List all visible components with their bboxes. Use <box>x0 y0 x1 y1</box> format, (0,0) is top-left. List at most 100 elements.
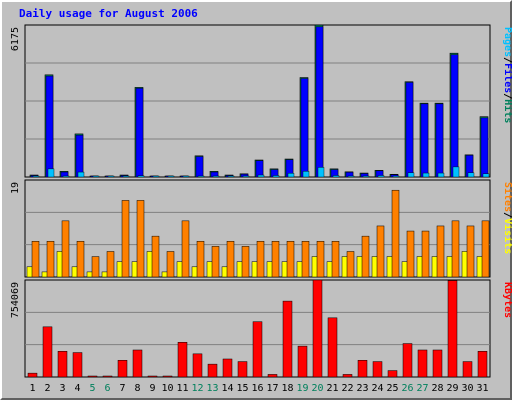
bar-files-day-16 <box>255 160 264 178</box>
bar-sites-day-7 <box>121 200 130 278</box>
bar-pages-day-16 <box>257 174 265 178</box>
bar-kbytes-day-2 <box>42 326 53 378</box>
bar-pages-day-27 <box>422 172 430 178</box>
bar-pages-day-31 <box>482 173 490 178</box>
bar-files-day-31 <box>480 117 489 178</box>
x-tick-label: 9 <box>149 383 155 394</box>
bar-files-day-2 <box>45 75 54 178</box>
legend-entry: Sites <box>502 182 512 212</box>
bar-kbytes-day-22 <box>342 374 353 378</box>
bar-files-day-27 <box>420 103 429 178</box>
bar-sites-day-11 <box>181 220 190 278</box>
bar-kbytes-day-31 <box>477 351 488 378</box>
bar-kbytes-day-24 <box>372 361 383 378</box>
bar-pages-day-7 <box>122 175 130 178</box>
x-tick-label: 16 <box>251 383 263 394</box>
x-tick-label: 24 <box>371 383 383 394</box>
bar-pages-day-10 <box>167 175 175 178</box>
x-tick-label: 5 <box>89 383 95 394</box>
bar-pages-day-14 <box>227 175 235 178</box>
x-tick-label: 30 <box>461 383 473 394</box>
bar-sites-day-17 <box>271 241 280 278</box>
bar-files-day-4 <box>75 134 84 178</box>
bar-sites-day-26 <box>406 230 415 278</box>
bar-kbytes-day-15 <box>237 361 248 378</box>
bar-pages-day-23 <box>362 175 370 178</box>
bar-sites-day-13 <box>211 246 220 278</box>
x-tick-label: 21 <box>326 383 338 394</box>
legend-entry: / <box>502 93 512 99</box>
x-tick-label: 22 <box>341 383 353 394</box>
legend: KBytes <box>502 282 512 318</box>
legend-entry: Pages <box>502 27 512 57</box>
bar-pages-day-13 <box>212 175 220 178</box>
x-tick-label: 29 <box>446 383 458 394</box>
bar-sites-day-16 <box>256 241 265 278</box>
legend-entry: Files <box>502 63 512 93</box>
bar-files-day-20 <box>315 26 324 178</box>
bar-sites-day-5 <box>91 256 100 278</box>
x-tick-label: 31 <box>476 383 488 394</box>
bar-pages-day-1 <box>32 175 40 178</box>
bar-kbytes-day-13 <box>207 363 218 378</box>
x-tick-label: 25 <box>386 383 398 394</box>
panel-visits-sites: 19 Sites/Visits <box>10 179 512 278</box>
bar-files-day-19 <box>300 78 309 178</box>
x-tick-label: 17 <box>266 383 278 394</box>
bar-kbytes-day-19 <box>297 345 308 378</box>
y-max-label: 754069 <box>10 282 21 318</box>
bar-pages-day-20 <box>317 167 325 178</box>
bar-pages-day-9 <box>152 175 160 178</box>
bar-sites-day-2 <box>46 241 55 278</box>
x-tick-label: 10 <box>161 383 173 394</box>
bar-kbytes-day-17 <box>267 374 278 378</box>
bar-kbytes-day-1 <box>27 372 38 378</box>
bar-kbytes-day-6 <box>102 375 113 378</box>
bar-sites-day-30 <box>466 225 475 278</box>
x-tick-label: 26 <box>401 383 413 394</box>
panel-hits-files-pages: 6175 Pages/Files/Hits <box>10 24 512 178</box>
x-tick-label: 6 <box>104 383 110 394</box>
bar-pages-day-24 <box>377 175 385 178</box>
x-tick-label: 27 <box>416 383 428 394</box>
bar-pages-day-15 <box>242 175 250 178</box>
bar-pages-day-3 <box>62 175 70 178</box>
x-tick-label: 18 <box>281 383 293 394</box>
bar-sites-day-12 <box>196 241 205 278</box>
bar-sites-day-21 <box>331 241 340 278</box>
x-tick-label: 4 <box>74 383 80 394</box>
bar-kbytes-day-7 <box>117 360 128 378</box>
bar-sites-day-24 <box>376 225 385 278</box>
bar-kbytes-day-28 <box>432 349 443 378</box>
x-tick-label: 2 <box>44 383 50 394</box>
bar-sites-day-1 <box>31 241 40 278</box>
bar-pages-day-30 <box>467 172 475 178</box>
bar-kbytes-day-30 <box>462 361 473 378</box>
bar-sites-day-20 <box>316 241 325 278</box>
bar-sites-day-19 <box>301 241 310 278</box>
bar-kbytes-day-20 <box>312 279 323 378</box>
bar-kbytes-day-23 <box>357 360 368 378</box>
bar-pages-day-17 <box>272 175 280 178</box>
bar-pages-day-18 <box>287 173 295 178</box>
x-tick-label: 1 <box>29 383 35 394</box>
x-tick-label: 15 <box>236 383 248 394</box>
bar-pages-day-28 <box>437 172 445 178</box>
bar-pages-day-25 <box>392 175 400 178</box>
bar-pages-day-8 <box>137 175 145 178</box>
bar-sites-day-22 <box>346 251 355 278</box>
y-max-label: 19 <box>10 182 21 194</box>
bar-kbytes-day-16 <box>252 321 263 378</box>
bar-sites-day-18 <box>286 241 295 278</box>
bar-kbytes-day-4 <box>72 352 83 378</box>
legend: Sites/Visits <box>502 182 512 254</box>
x-tick-label: 13 <box>206 383 218 394</box>
bar-kbytes-day-5 <box>87 375 98 378</box>
bar-sites-day-10 <box>166 251 175 278</box>
bar-kbytes-day-8 <box>132 349 143 378</box>
legend: Pages/Files/Hits <box>502 27 512 123</box>
x-tick-label: 14 <box>221 383 233 394</box>
bar-kbytes-day-10 <box>162 375 173 378</box>
